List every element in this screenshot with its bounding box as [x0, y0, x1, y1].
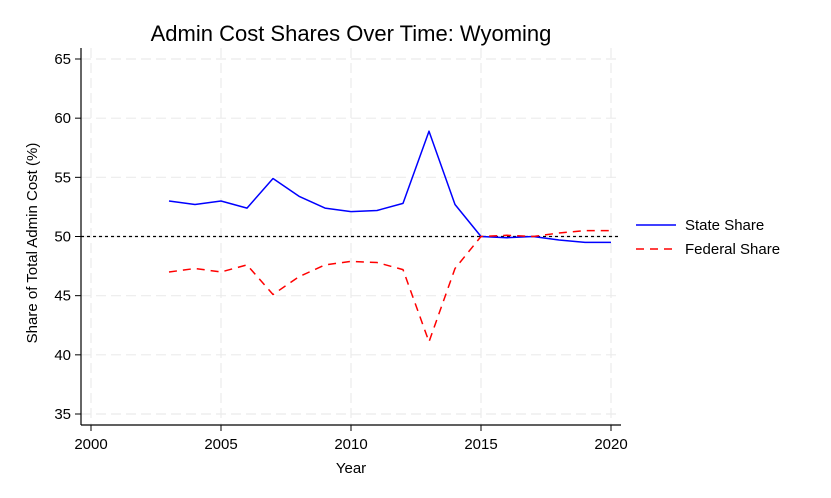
x-tick-label: 2015: [464, 436, 497, 453]
legend-label-state: State Share: [685, 217, 764, 234]
y-tick-label: 40: [54, 347, 71, 364]
y-ticks: 35 40 45 50 55 60 65: [54, 51, 81, 423]
x-tick-label: 2000: [74, 436, 107, 453]
series-line-federal-share: [168, 229, 611, 343]
legend: State Share Federal Share: [636, 217, 780, 258]
legend-label-federal: Federal Share: [685, 241, 780, 258]
y-tick-label: 35: [54, 406, 71, 423]
y-tick-label: 50: [54, 229, 71, 246]
x-axis-label: Year: [336, 460, 366, 477]
y-tick-label: 60: [54, 110, 71, 127]
y-axis-label: Share of Total Admin Cost (%): [24, 143, 41, 344]
x-tick-label: 2010: [334, 436, 367, 453]
series-line-state-share: [168, 130, 611, 244]
y-tick-label: 65: [54, 51, 71, 68]
x-tick-label: 2005: [204, 436, 237, 453]
chart-title: Admin Cost Shares Over Time: Wyoming: [151, 21, 552, 46]
y-tick-label: 45: [54, 288, 71, 305]
y-tick-label: 55: [54, 169, 71, 186]
series-layer: [168, 130, 611, 343]
x-ticks: 2000 2005 2010 2015 2020: [74, 425, 628, 453]
x-tick-label: 2020: [594, 436, 627, 453]
